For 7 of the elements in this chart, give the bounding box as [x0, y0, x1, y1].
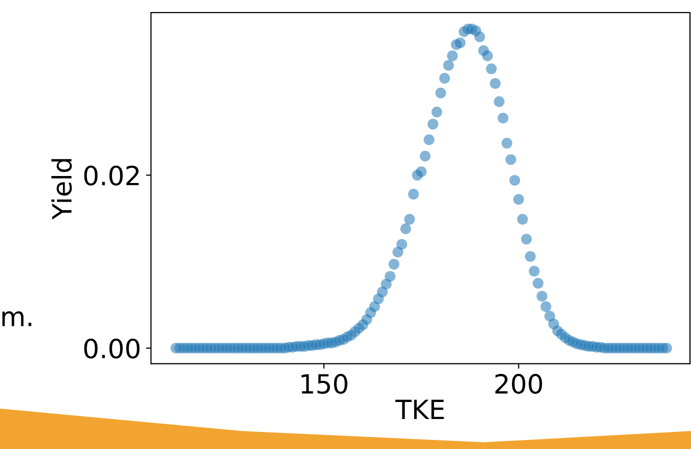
text: m. [2, 311, 32, 326]
y-axis-title: Yield [51, 159, 72, 220]
x-tick-label: 200 [495, 374, 542, 394]
y-tick-label: 0.00 [84, 338, 140, 359]
x-axis-title: TKE [395, 400, 444, 420]
y-tick-label: 0.02 [84, 166, 139, 186]
x-tick-label: 150 [302, 374, 348, 394]
